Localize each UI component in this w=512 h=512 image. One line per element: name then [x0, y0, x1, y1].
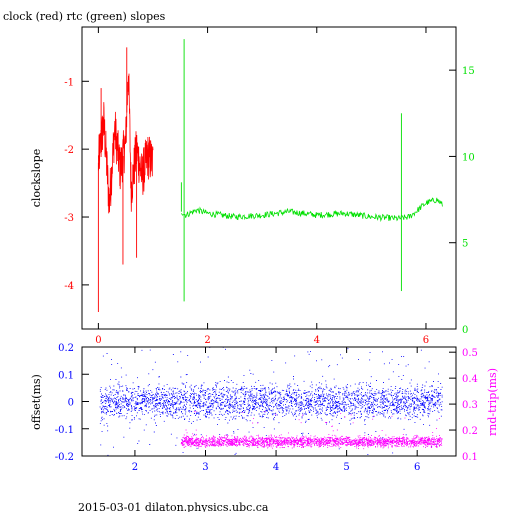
top-plot-frame	[81, 26, 457, 330]
top-right-tick-label: 5	[462, 239, 468, 250]
bottom-x-tick-label: 4	[273, 462, 279, 473]
top-right-tick-label: 0	[462, 325, 468, 336]
bottom-left-y-label: offset(ms)	[30, 374, 43, 430]
bottom-right-tick-label: 0.3	[462, 400, 478, 411]
top-left-tick-label: -3	[64, 213, 74, 224]
bottom-left-tick-label: -0.1	[55, 425, 74, 436]
rtc-slope-series	[181, 197, 443, 223]
bottom-left-tick-label: 0.2	[58, 343, 74, 354]
slope-chart: clockslope 0 2 4 6 -4 -3 -2 -1 0 5 10 15	[30, 26, 475, 346]
top-left-tick-label: -1	[64, 77, 74, 88]
bottom-x-tick-label: 6	[414, 462, 420, 473]
top-right-tick-label: 15	[462, 66, 475, 77]
bottom-left-tick-label: 0.1	[58, 370, 74, 381]
top-y-label: clockslope	[30, 149, 43, 207]
top-left-tick-label: -2	[64, 145, 74, 156]
bottom-right-tick-label: 0.4	[462, 374, 478, 385]
bottom-left-tick-label: 0	[68, 398, 74, 409]
top-x-tick-label: 4	[314, 335, 320, 346]
offset-chart: offset(ms) rnd-trip(ms) 2 3 4 5 6 -0.2 -0.1 0 0.…	[30, 343, 499, 473]
footer-text: 2015-03-01 dilaton.physics.ubc.ca	[78, 501, 269, 512]
round-trip-series	[180, 410, 443, 450]
clock-slope-series	[98, 73, 154, 214]
top-x-tick-label: 0	[95, 335, 101, 346]
bottom-right-tick-label: 0.2	[462, 426, 478, 437]
top-x-tick-label: 6	[423, 335, 429, 346]
bottom-x-tick-label: 3	[202, 462, 208, 473]
top-left-tick-label: -4	[64, 281, 74, 292]
top-right-tick-label: 10	[462, 152, 475, 163]
offset-series	[99, 346, 443, 457]
chart-title: clock (red) rtc (green) slopes	[3, 10, 166, 23]
top-x-tick-label: 2	[204, 335, 210, 346]
bottom-left-tick-label: -0.2	[55, 452, 74, 463]
bottom-right-tick-label: 0.1	[462, 452, 478, 463]
bottom-x-tick-label: 2	[132, 462, 138, 473]
bottom-right-y-label: rnd-trip(ms)	[486, 368, 499, 436]
bottom-plot-frame	[81, 346, 457, 457]
bottom-x-tick-label: 5	[343, 462, 349, 473]
bottom-right-tick-label: 0.5	[462, 348, 478, 359]
